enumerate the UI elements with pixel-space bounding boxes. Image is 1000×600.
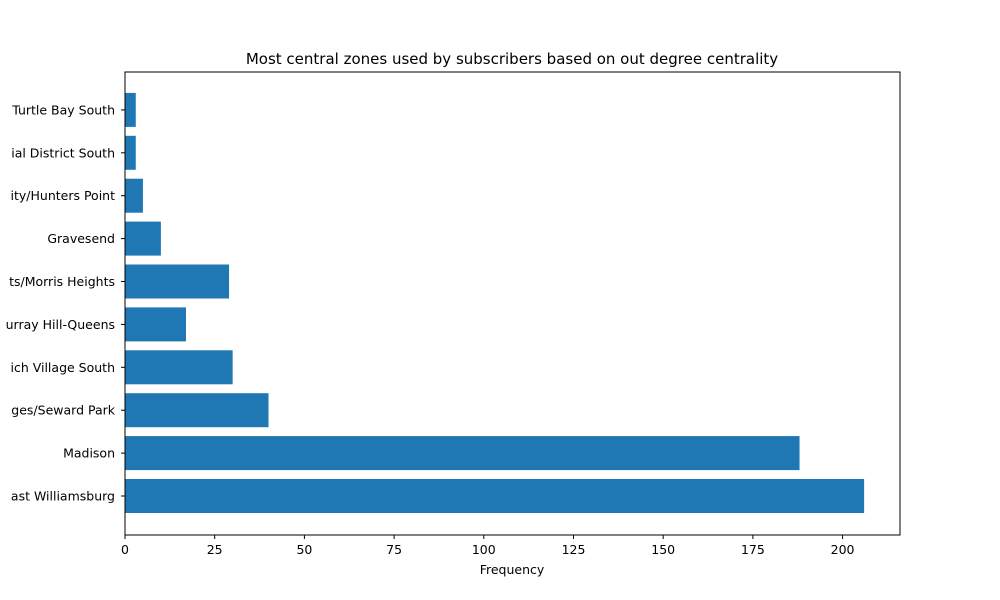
y-tick-label: ity/Hunters Point xyxy=(11,188,116,203)
x-tick-label: 0 xyxy=(121,542,129,557)
bar-greenwich-village-south xyxy=(125,350,233,385)
x-tick-label: 25 xyxy=(207,542,223,557)
y-tick-label: urray Hill-Queens xyxy=(6,317,115,332)
x-axis-label: Frequency xyxy=(480,562,545,577)
x-tick-label: 100 xyxy=(472,542,496,557)
x-tick-label: 175 xyxy=(741,542,765,557)
y-tick-label: Gravesend xyxy=(47,231,115,246)
y-tick-label: ast Williamsburg xyxy=(11,489,115,504)
y-tick-label: ts/Morris Heights xyxy=(9,274,115,289)
bar-two-bridges-seward-park xyxy=(125,393,269,428)
x-tick-label: 200 xyxy=(831,542,855,557)
y-axis: ast Williamsburg Madison ges/Seward Park ic… xyxy=(6,102,125,504)
bar-un-turtle-bay-south xyxy=(125,92,136,127)
chart-title: Most central zones used by subscribers b… xyxy=(246,50,778,68)
bar-financial-district-south xyxy=(125,135,136,170)
x-tick-label: 150 xyxy=(651,542,675,557)
x-axis: 0 25 50 75 100 125 150 175 200 xyxy=(121,535,855,557)
plot-frame xyxy=(124,71,901,536)
x-tick-label: 50 xyxy=(296,542,312,557)
x-tick-label: 125 xyxy=(562,542,586,557)
y-tick-label: Madison xyxy=(63,446,115,461)
y-tick-label: Turtle Bay South xyxy=(11,102,115,117)
y-tick-label: ial District South xyxy=(11,145,115,160)
bar-murray-hill-queens xyxy=(125,307,186,342)
bar-gravesend xyxy=(125,178,143,213)
bar-university-heights-morris-heights xyxy=(125,264,230,299)
bar-madison xyxy=(125,436,800,471)
y-tick-label: ges/Seward Park xyxy=(11,403,115,418)
bars-layer xyxy=(125,92,865,513)
bar-long-island-city-hunters-point xyxy=(125,221,161,256)
x-tick-label: 75 xyxy=(386,542,402,557)
bar-east-williamsburg xyxy=(125,479,865,513)
y-tick-label: ich Village South xyxy=(10,360,115,375)
